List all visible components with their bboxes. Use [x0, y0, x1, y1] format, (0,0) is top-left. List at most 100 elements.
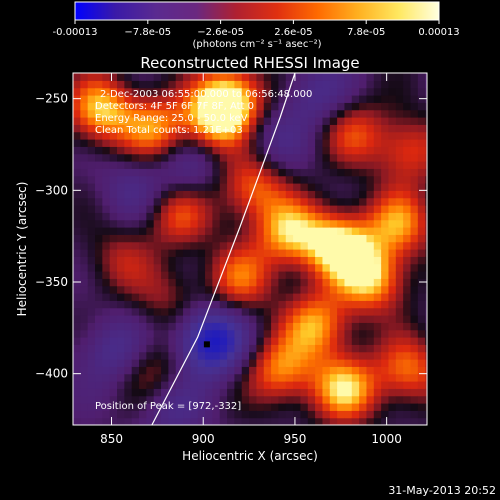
heatmap-cell — [124, 95, 133, 103]
heatmap-cell — [234, 73, 243, 81]
heatmap-cell — [109, 219, 118, 228]
heatmap-cell — [212, 146, 221, 155]
heatmap-cell — [87, 395, 96, 404]
heatmap-cell — [403, 161, 412, 169]
heatmap-cell — [359, 344, 368, 353]
heatmap-cell — [249, 373, 258, 382]
heatmap-cell — [153, 117, 162, 125]
heatmap-cell — [131, 87, 140, 96]
heatmap-cell — [388, 95, 397, 103]
heatmap-cell — [124, 285, 133, 294]
heatmap-cell — [395, 249, 404, 257]
heatmap-cell — [73, 87, 81, 96]
heatmap-cell — [300, 241, 309, 250]
heatmap-cell — [139, 183, 147, 191]
heatmap-cell — [227, 300, 236, 309]
heatmap-cell — [131, 95, 140, 103]
heatmap-cell — [403, 205, 412, 213]
heatmap-cell — [219, 109, 228, 118]
heatmap-cell — [102, 205, 111, 213]
heatmap-cell — [388, 161, 397, 169]
heatmap-cell — [351, 403, 360, 411]
heatmap-cell — [256, 117, 265, 125]
heatmap-cell — [87, 183, 96, 191]
heatmap-cell — [139, 168, 147, 177]
heatmap-cell — [417, 241, 426, 250]
heatmap-cell — [373, 249, 382, 257]
heatmap-cell — [278, 373, 287, 382]
heatmap-cell — [403, 307, 412, 316]
heatmap-cell — [344, 322, 353, 331]
heatmap-cell — [80, 249, 89, 257]
heatmap-cell — [124, 139, 133, 147]
heatmap-cell — [161, 307, 169, 316]
heatmap-cell — [87, 278, 96, 287]
heatmap-cell — [388, 124, 397, 133]
heatmap-cell — [153, 417, 162, 425]
heatmap-cell — [388, 109, 397, 118]
heatmap-cell — [351, 161, 360, 169]
heatmap-cell — [410, 183, 419, 191]
heatmap-cell — [146, 73, 155, 81]
heatmap-cell — [300, 381, 309, 389]
heatmap-cell — [425, 366, 427, 375]
heatmap-cell — [146, 139, 155, 147]
heatmap-cell — [425, 381, 427, 389]
heatmap-cell — [256, 124, 265, 133]
heatmap-cell — [315, 388, 324, 397]
heatmap-cell — [256, 212, 265, 221]
heatmap-cell — [146, 190, 155, 199]
heatmap-cell — [329, 373, 338, 382]
heatmap-cell — [197, 87, 206, 96]
heatmap-cell — [241, 109, 250, 118]
heatmap-cell — [263, 315, 272, 323]
heatmap-cell — [146, 124, 155, 133]
heatmap-cell — [249, 219, 258, 228]
heatmap-cell — [395, 139, 404, 147]
heatmap-cell — [241, 285, 250, 294]
heatmap-cell — [395, 395, 404, 404]
heatmap-cell — [102, 219, 111, 228]
heatmap-cell — [146, 351, 155, 360]
heatmap-cell — [168, 131, 177, 140]
heatmap-cell — [381, 263, 390, 272]
heatmap-cell — [337, 190, 346, 199]
heatmap-cell — [293, 117, 302, 125]
heatmap-cell — [109, 80, 118, 89]
heatmap-cell — [161, 102, 169, 111]
heatmap-cell — [307, 161, 316, 169]
heatmap-cell — [234, 131, 243, 140]
heatmap-cell — [307, 278, 316, 287]
heatmap-cell — [102, 395, 111, 404]
heatmap-cell — [395, 388, 404, 397]
heatmap-cell — [139, 351, 147, 360]
y-tick-label: −350 — [35, 275, 68, 289]
heatmap-cell — [403, 168, 412, 177]
heatmap-cell — [381, 373, 390, 382]
heatmap-cell — [241, 131, 250, 140]
heatmap-cell — [329, 315, 338, 323]
heatmap-cell — [337, 197, 346, 206]
heatmap-cell — [366, 337, 375, 345]
heatmap-cell — [80, 322, 89, 331]
heatmap-cell — [388, 293, 397, 301]
heatmap-cell — [146, 227, 155, 235]
heatmap-cell — [190, 373, 199, 382]
heatmap-cell — [139, 109, 147, 118]
heatmap-cell — [109, 183, 118, 191]
heatmap-cell — [395, 329, 404, 338]
heatmap-cell — [344, 417, 353, 425]
heatmap-cell — [329, 146, 338, 155]
heatmap-cell — [183, 359, 191, 367]
heatmap-cell — [366, 139, 375, 147]
heatmap-cell — [227, 153, 236, 162]
heatmap-cell — [205, 117, 213, 125]
heatmap-cell — [161, 351, 169, 360]
heatmap-cell — [168, 124, 177, 133]
heatmap-cell — [410, 234, 419, 243]
heatmap-cell — [117, 285, 125, 294]
heatmap-cell — [307, 227, 316, 235]
heatmap-cell — [249, 359, 258, 367]
heatmap-cell — [227, 183, 236, 191]
